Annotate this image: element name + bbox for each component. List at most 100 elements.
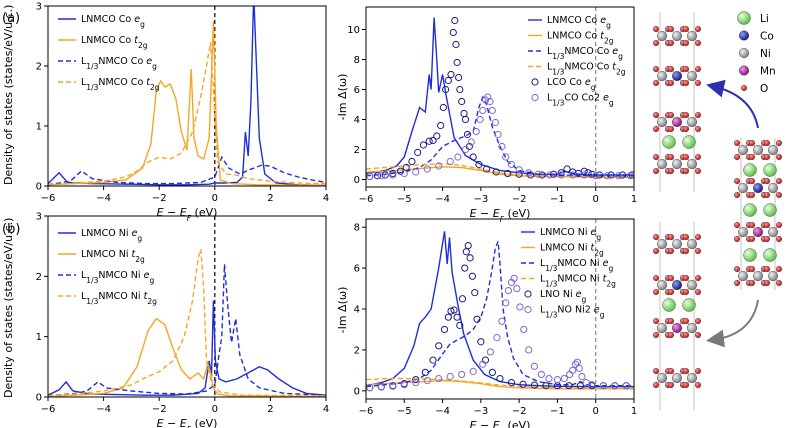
atom-o [749, 191, 756, 198]
legend-label: L1/3NO Ni2 eg [540, 305, 605, 320]
x-tick-label: 1 [631, 406, 637, 417]
y-axis-label: Density of states (states/eV/u.c.) [2, 5, 15, 185]
atom-o [749, 139, 756, 146]
atom-o [653, 289, 660, 296]
y-tick-label: 2 [354, 145, 360, 156]
y-tick-label: 2 [36, 272, 42, 283]
data-point [451, 16, 459, 25]
data-point [507, 160, 516, 169]
data-point [576, 382, 585, 390]
atom-o [695, 125, 702, 132]
atom-li [763, 248, 777, 262]
atom-o [764, 177, 771, 184]
atom-legend-label: Ni [760, 48, 771, 60]
data-point [429, 356, 437, 364]
atom-o [764, 153, 771, 160]
panel-label-b: (b) [2, 222, 20, 237]
structure-bulk [734, 138, 783, 290]
data-point [468, 272, 477, 280]
charts-layer: −6 −4 −2 0 2 4 0 1 2 3 E − EF (eV) Density of state… [2, 2, 637, 428]
data-point [565, 382, 573, 390]
atom-o [734, 139, 741, 146]
data-point [460, 109, 468, 118]
data-point [550, 170, 558, 178]
atom-o [668, 368, 675, 375]
data-point [479, 106, 487, 115]
data-point [504, 286, 513, 295]
y-tick-label: 2 [36, 62, 42, 73]
data-point [461, 145, 470, 154]
atom-ni [687, 158, 698, 169]
atom-o [695, 233, 702, 240]
data-point [566, 370, 574, 379]
data-point [412, 168, 420, 176]
x-tick-label: 0 [593, 406, 599, 417]
atom-o [653, 65, 660, 72]
atom-li [743, 163, 757, 177]
data-point [553, 375, 562, 384]
x-tick-label: −6 [359, 194, 374, 205]
y-tick-label: 6 [354, 85, 360, 96]
atom-o [653, 40, 660, 47]
atom-ni [687, 31, 698, 42]
atom-o [695, 40, 702, 47]
crystal-structures: Li Co Ni Mn O [653, 11, 783, 410]
data-point [479, 360, 487, 368]
data-point [622, 382, 630, 390]
atom-o [749, 153, 756, 160]
data-point [461, 115, 470, 124]
atom-o [749, 221, 756, 228]
y-tick-label: 4 [354, 115, 360, 126]
atom-ni [672, 238, 683, 249]
atom-ni [738, 226, 749, 237]
atom-o [668, 40, 675, 47]
data-point [423, 165, 431, 173]
atom-o [683, 79, 690, 86]
x-axis-label: E − EF (eV) [470, 207, 531, 224]
data-point [575, 364, 583, 372]
x-tick-label: 2 [267, 404, 273, 415]
data-point [525, 169, 533, 177]
atom-legend-label: Mn [760, 66, 776, 78]
data-point [453, 313, 461, 321]
atom-li [743, 203, 757, 217]
atom-li [662, 135, 676, 149]
atom-o [695, 382, 702, 389]
data-point [425, 137, 433, 145]
y-tick-label: 0 [354, 386, 360, 397]
data-point [455, 73, 463, 82]
atom-o [695, 368, 702, 375]
data-point [473, 315, 481, 323]
atom-o [695, 65, 702, 72]
data-point [520, 325, 528, 334]
x-tick-label: −5 [397, 194, 412, 205]
atom-o [695, 111, 702, 118]
axes-frame [47, 5, 327, 187]
atom-ni [687, 238, 698, 249]
atom-o [695, 332, 702, 339]
legend-label: LNMCO Co eg [81, 14, 145, 29]
series-line [366, 241, 634, 388]
data-point [588, 170, 596, 178]
atom-o [653, 233, 660, 240]
atom-ni [738, 144, 749, 155]
series-line [48, 41, 326, 186]
atom-ni [672, 158, 683, 169]
y-tick-label: 4 [354, 305, 360, 316]
plot-area [48, 248, 326, 397]
data-point [469, 153, 477, 161]
y-tick-label: 1 [36, 122, 42, 133]
atom-o [668, 382, 675, 389]
x-tick-label: −3 [473, 406, 488, 417]
x-tick-label: −5 [397, 406, 412, 417]
data-point [366, 384, 374, 392]
atom-o [653, 275, 660, 282]
data-point [440, 325, 449, 334]
atom-o [764, 139, 771, 146]
data-point [439, 103, 447, 112]
data-point [471, 289, 479, 297]
data-point [477, 338, 485, 346]
atom-ni [738, 182, 749, 193]
data-point [400, 169, 408, 178]
